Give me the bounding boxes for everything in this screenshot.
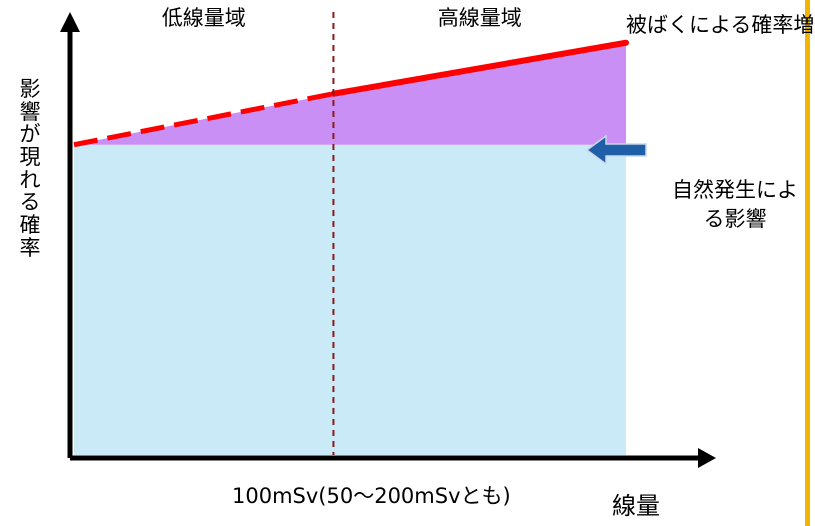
high-dose-region-label: 高線量域 (437, 6, 522, 30)
natural-incidence-label: 自然発生による影響 (672, 178, 798, 232)
risk-line-low-dose (73, 91, 334, 148)
baseline-area (74, 144, 626, 455)
low-dose-region-label: 低線量域 (161, 6, 246, 30)
exposure-increase-label: 被ばくによる確率増加 (626, 13, 815, 37)
y-axis-arrowhead (60, 12, 80, 32)
risk-line-high-dose (330, 39, 629, 97)
threshold-label: 100mSv(50〜200mSvとも) (232, 484, 511, 508)
y-axis-label: 影響が現れる確率 (19, 77, 41, 260)
side-accent-bar (805, 0, 810, 526)
x-axis-arrowhead (698, 448, 716, 468)
left-arrow-icon (585, 134, 647, 166)
x-axis-label: 線量 (612, 492, 660, 520)
